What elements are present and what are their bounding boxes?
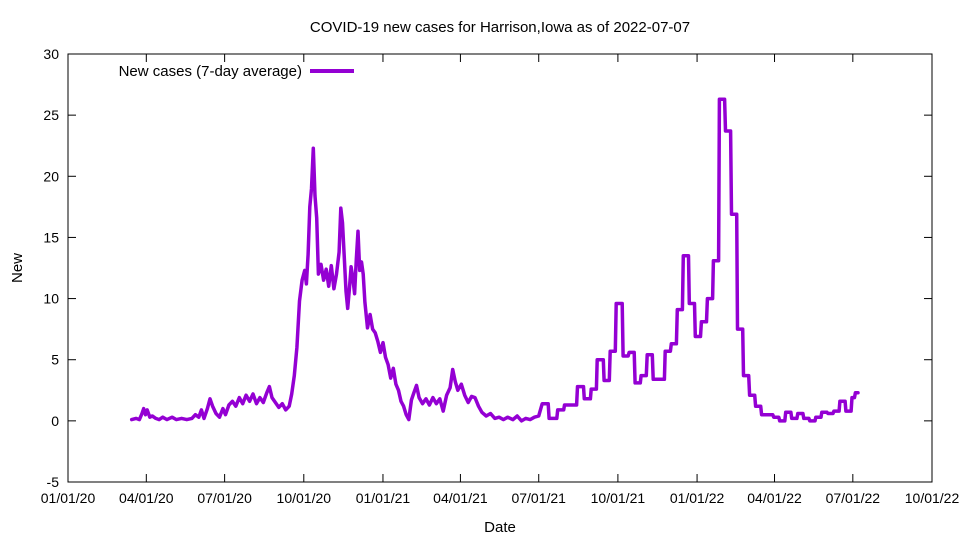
chart-title: COVID-19 new cases for Harrison,Iowa as …: [310, 19, 690, 36]
x-axis-title: Date: [484, 519, 516, 536]
y-tick-label: 30: [43, 46, 59, 62]
x-tick-label: 04/01/21: [433, 490, 488, 506]
x-tick-label: 10/01/21: [591, 490, 646, 506]
x-tick-label: 07/01/21: [511, 490, 566, 506]
x-tick-label: 10/01/22: [905, 490, 960, 506]
x-tick-labels: 01/01/20 04/01/20 07/01/20 10/01/20 01/01/21…: [41, 490, 960, 506]
x-tick-label: 01/01/22: [670, 490, 725, 506]
y-tick-label: 20: [43, 168, 59, 184]
y-tick-label: -5: [47, 474, 60, 490]
x-tick-label: 01/01/21: [356, 490, 411, 506]
x-tick-label: 10/01/20: [277, 490, 332, 506]
legend: New cases (7-day average): [119, 63, 354, 80]
plot-frame: [67, 53, 933, 483]
y-tick-label: 15: [43, 229, 59, 245]
x-tick-label: 04/01/22: [747, 490, 802, 506]
y-axis-title: New: [9, 253, 26, 283]
y-tick-labels: -5 0 5 10 15 20 25 30: [43, 46, 59, 490]
x-tick-label: 07/01/20: [197, 490, 252, 506]
legend-label: New cases (7-day average): [119, 63, 302, 80]
y-tick-label: 5: [51, 352, 59, 368]
x-tick-label: 04/01/20: [119, 490, 174, 506]
series-line-0: [129, 97, 860, 423]
x-tick-label: 01/01/20: [41, 490, 96, 506]
y-tick-label: 0: [51, 413, 59, 429]
y-tick-label: 10: [43, 291, 59, 307]
series-layer: [129, 97, 860, 423]
y-tick-label: 25: [43, 107, 59, 123]
x-tick-label: 07/01/22: [826, 490, 881, 506]
